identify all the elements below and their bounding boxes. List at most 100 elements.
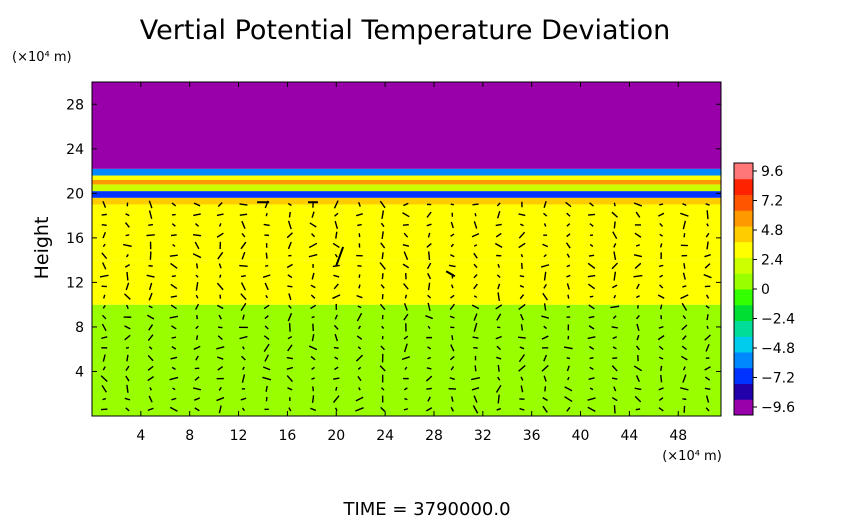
wind-vector [658, 407, 664, 412]
colorbar-tick-label: 2.4 [761, 253, 783, 269]
wind-vector [450, 294, 455, 299]
y-tick-label: 16 [66, 231, 84, 247]
wind-vector [495, 304, 503, 310]
wind-vector [147, 376, 154, 382]
wind-vector [543, 284, 547, 289]
wind-vector [171, 325, 177, 330]
wind-vector [565, 201, 572, 208]
wind-vector [356, 294, 363, 299]
wind-vector [287, 220, 292, 230]
wind-vector [543, 200, 547, 208]
wind-vector [335, 231, 338, 239]
colorbar-swatch [734, 320, 753, 337]
wind-vector [613, 221, 616, 229]
wind-vector [334, 356, 339, 360]
wind-vector [680, 294, 689, 300]
wind-vector [263, 223, 270, 227]
wind-vector [705, 395, 710, 403]
wind-vector [169, 315, 179, 319]
wind-vector [659, 274, 664, 278]
wind-vector [473, 221, 478, 229]
wind-vector [169, 254, 178, 257]
wind-vector [288, 407, 292, 412]
wind-vector [101, 384, 107, 393]
wind-vector [332, 242, 340, 249]
wind-vector [125, 407, 130, 412]
wind-vector [216, 356, 224, 360]
wind-vector [450, 243, 454, 248]
wind-vector [100, 375, 108, 382]
wind-vector [471, 304, 480, 310]
wind-vector [402, 212, 410, 218]
wind-vector [358, 387, 361, 391]
wind-vector [193, 202, 201, 207]
wind-vector [148, 346, 153, 350]
wind-vector [680, 387, 689, 391]
wind-vector [146, 314, 155, 320]
field-band-5 [92, 184, 721, 192]
wind-vector [123, 293, 131, 300]
wind-vector [612, 284, 618, 289]
wind-vector [520, 324, 524, 331]
wind-vector [495, 335, 502, 340]
wind-vector [217, 335, 223, 340]
wind-vector [242, 314, 245, 320]
wind-vector [357, 305, 362, 309]
wind-vector [308, 242, 318, 249]
wind-vector [427, 282, 431, 291]
wind-vector [287, 387, 293, 391]
wind-vector [403, 408, 409, 411]
wind-vector [380, 387, 385, 391]
wind-vector [519, 346, 525, 350]
colorbar-tick-label: 0 [761, 282, 770, 298]
wind-vector [286, 366, 294, 370]
wind-vector [612, 336, 618, 340]
wind-vector [542, 243, 549, 248]
wind-vector [149, 387, 153, 391]
wind-vector [241, 220, 246, 229]
x-axis-unit: (×10⁴ m) [662, 449, 722, 464]
wind-vector [449, 315, 455, 319]
wind-vector [126, 384, 129, 393]
wind-vector [402, 263, 410, 269]
wind-vector [195, 223, 200, 227]
wind-vector [566, 264, 571, 268]
wind-vector [449, 377, 455, 381]
wind-vector [124, 222, 130, 228]
wind-vector [518, 242, 526, 249]
wind-vector [541, 315, 550, 319]
wind-vector [102, 262, 107, 270]
wind-vector [310, 407, 317, 412]
wind-vector [518, 354, 526, 363]
wind-vector [589, 295, 594, 298]
wind-vector [286, 263, 293, 269]
wind-vector [563, 346, 573, 350]
wind-vector [567, 294, 570, 299]
wind-vector [148, 223, 154, 227]
wind-vector [473, 295, 478, 299]
wind-vector [610, 305, 620, 309]
x-tick-label: 16 [279, 428, 297, 444]
wind-vector [472, 203, 479, 206]
wind-vector [219, 274, 222, 278]
colorbar-swatch [734, 178, 753, 195]
wind-vector [101, 213, 107, 216]
y-tick-label: 28 [66, 97, 84, 113]
y-tick-label: 24 [66, 142, 84, 158]
wind-vector [310, 294, 316, 299]
wind-vector [379, 303, 386, 310]
wind-vector [495, 384, 502, 393]
wind-vector [403, 202, 409, 207]
wind-vector [265, 264, 269, 267]
wind-vector [587, 406, 596, 412]
wind-vector [635, 408, 641, 411]
wind-vector [473, 313, 478, 321]
wind-vector [123, 243, 132, 247]
wind-vector [566, 212, 571, 217]
wind-vector [404, 294, 408, 299]
wind-vector [102, 354, 106, 362]
wind-vector [611, 365, 618, 372]
wind-vector [357, 346, 362, 350]
wind-vector [379, 365, 386, 372]
wind-vector [427, 356, 431, 360]
